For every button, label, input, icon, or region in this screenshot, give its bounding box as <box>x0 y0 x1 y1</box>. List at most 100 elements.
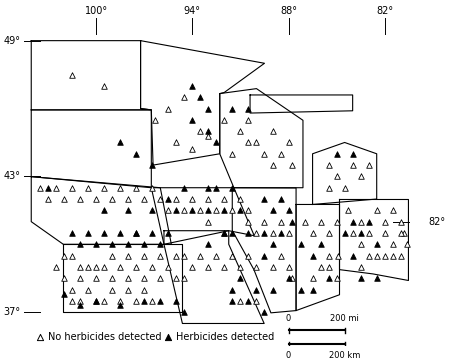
Point <box>133 298 140 304</box>
Point <box>349 230 356 236</box>
Point <box>253 139 260 145</box>
Point <box>181 207 188 213</box>
Point <box>141 241 148 247</box>
Point <box>76 275 84 281</box>
Point <box>277 151 284 157</box>
Point <box>141 275 148 281</box>
Point <box>373 207 380 213</box>
Point <box>45 196 52 202</box>
Point <box>381 219 388 225</box>
Point <box>117 302 124 308</box>
Point <box>397 253 405 258</box>
Text: Herbicides detected: Herbicides detected <box>176 332 274 342</box>
Point <box>189 207 196 213</box>
Point <box>108 253 116 258</box>
Point <box>245 117 252 123</box>
Point <box>85 185 92 191</box>
Point <box>101 298 108 304</box>
Point <box>261 309 268 315</box>
Point <box>397 230 405 236</box>
Point <box>269 287 276 293</box>
Point <box>357 230 364 236</box>
Point <box>68 287 76 293</box>
Point <box>381 230 388 236</box>
Point <box>317 219 324 225</box>
Point <box>245 298 252 304</box>
Point <box>76 264 84 270</box>
Text: 94°: 94° <box>184 6 201 16</box>
Point <box>68 72 76 77</box>
Point <box>173 196 180 202</box>
Point <box>181 275 188 281</box>
Point <box>309 275 316 281</box>
Point <box>93 275 100 281</box>
Point <box>157 275 164 281</box>
Point <box>205 133 212 139</box>
Point <box>125 253 132 258</box>
Point <box>141 196 148 202</box>
Point <box>229 151 236 157</box>
Point <box>245 207 252 213</box>
Point <box>357 241 364 247</box>
Point <box>141 253 148 258</box>
Point <box>285 207 292 213</box>
Point <box>205 241 212 247</box>
Point <box>148 230 156 236</box>
Point <box>325 185 332 191</box>
Point <box>76 298 84 304</box>
Point <box>261 230 268 236</box>
Point <box>349 219 356 225</box>
Point <box>373 275 380 281</box>
Point <box>148 298 156 304</box>
Point <box>101 185 108 191</box>
Point <box>301 219 308 225</box>
Point <box>197 253 204 258</box>
Point <box>221 117 228 123</box>
Point <box>229 106 236 111</box>
Point <box>117 264 124 270</box>
Point <box>148 162 156 168</box>
Point <box>125 275 132 281</box>
Point <box>237 298 244 304</box>
Point <box>133 264 140 270</box>
Point <box>213 185 220 191</box>
Point <box>60 291 68 297</box>
Point <box>221 264 228 270</box>
Point <box>173 298 180 304</box>
Point <box>85 287 92 293</box>
Point <box>117 230 124 236</box>
Point <box>288 162 295 168</box>
Point <box>125 196 132 202</box>
Point <box>60 275 68 281</box>
Point <box>389 207 396 213</box>
Point <box>117 139 124 145</box>
Point <box>221 230 228 236</box>
Point <box>108 241 116 247</box>
Text: 200 mi: 200 mi <box>330 314 359 323</box>
Point <box>165 230 172 236</box>
Point <box>309 287 316 293</box>
Point <box>93 298 100 304</box>
Point <box>229 253 236 258</box>
Point <box>269 264 276 270</box>
Point <box>333 219 340 225</box>
Point <box>221 196 228 202</box>
Point <box>85 264 92 270</box>
Point <box>237 264 244 270</box>
Point <box>357 275 364 281</box>
Point <box>157 253 164 258</box>
Point <box>237 196 244 202</box>
Point <box>125 207 132 213</box>
Point <box>357 219 364 225</box>
Text: 43°: 43° <box>4 171 21 182</box>
Point <box>197 94 204 100</box>
Point <box>76 196 84 202</box>
Point <box>389 241 396 247</box>
Point <box>148 264 156 270</box>
Point <box>400 230 408 236</box>
Point <box>309 253 316 258</box>
Point <box>205 207 212 213</box>
Point <box>53 185 60 191</box>
Point <box>298 241 305 247</box>
Point <box>68 230 76 236</box>
